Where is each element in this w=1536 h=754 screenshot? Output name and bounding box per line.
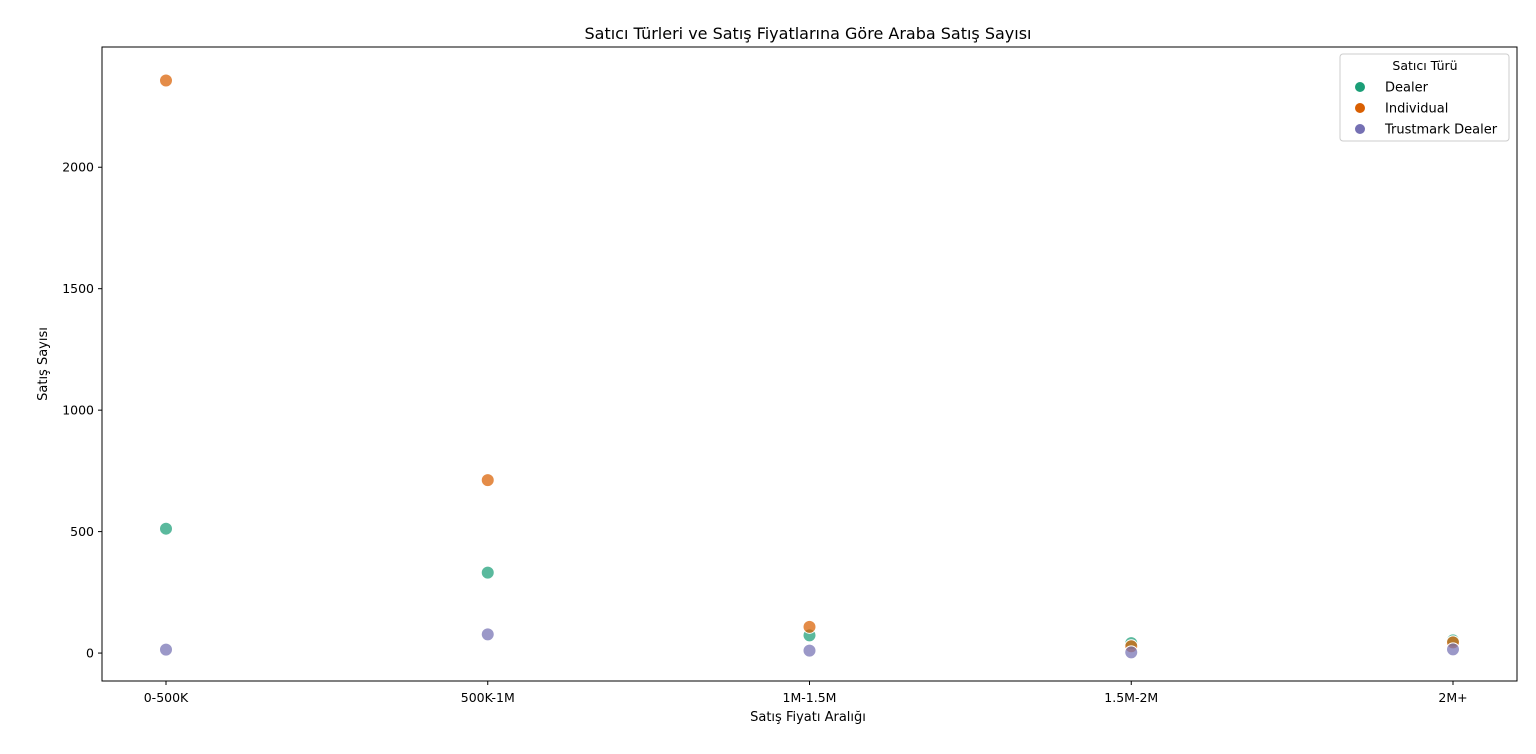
x-tick-label: 1M-1.5M: [783, 690, 837, 705]
y-tick-label: 500: [70, 524, 94, 539]
y-tick-label: 1000: [62, 403, 94, 418]
legend-marker: [1355, 82, 1365, 92]
x-axis-ticks: 0-500K 500K-1M 1M-1.5M 1.5M-2M 2M+: [144, 681, 1468, 705]
legend-label: Trustmark Dealer: [1384, 123, 1498, 138]
data-point-trustmark-dealer: [1124, 645, 1139, 660]
y-tick-label: 2000: [62, 160, 94, 175]
x-tick-label: 0-500K: [144, 690, 189, 705]
legend-marker: [1355, 103, 1365, 113]
data-point-individual: [802, 619, 817, 634]
legend-label: Dealer: [1385, 81, 1429, 96]
x-axis-label: Satış Fiyatı Aralığı: [750, 710, 866, 725]
x-tick-label: 500K-1M: [461, 690, 515, 705]
plot-marks: [159, 73, 1460, 660]
data-point-trustmark-dealer: [1446, 642, 1460, 657]
y-axis-label: Satış Sayısı: [36, 327, 51, 401]
y-tick-label: 1500: [62, 281, 94, 296]
y-tick-label: 0: [86, 646, 94, 661]
x-tick-label: 2M+: [1438, 690, 1467, 705]
plot-frame: [101, 46, 1518, 682]
data-point-trustmark-dealer: [159, 642, 173, 657]
data-point-individual: [480, 473, 495, 488]
data-point-individual: [159, 73, 173, 88]
data-point-dealer: [159, 521, 173, 536]
y-axis-ticks: 0 500 1000 1500 2000: [62, 160, 102, 661]
chart-title: Satıcı Türleri ve Satış Fiyatlarına Göre…: [584, 24, 1031, 43]
data-point-trustmark-dealer: [480, 627, 495, 642]
data-point-dealer: [480, 565, 495, 580]
legend-box: [1339, 53, 1510, 142]
legend-label: Individual: [1385, 102, 1448, 117]
data-point-trustmark-dealer: [802, 643, 817, 658]
x-tick-label: 1.5M-2M: [1104, 690, 1158, 705]
legend: Satıcı Türü Dealer Individual Trustmark De…: [1339, 53, 1510, 142]
legend-title: Satıcı Türü: [1392, 58, 1457, 73]
legend-marker: [1355, 124, 1365, 134]
